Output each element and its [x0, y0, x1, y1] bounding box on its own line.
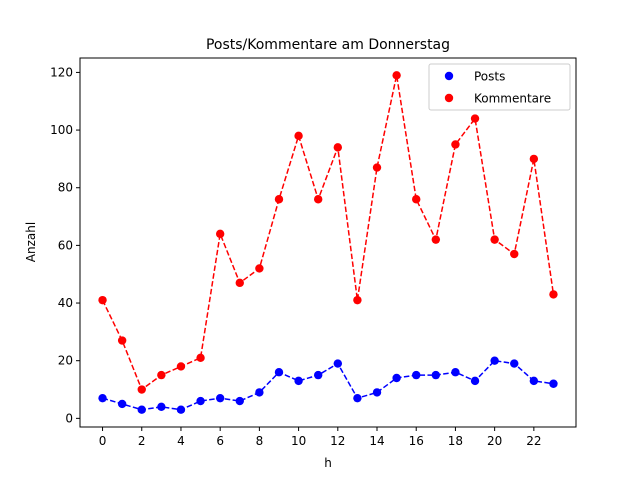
data-point-kommentare — [333, 143, 343, 152]
data-point-posts — [353, 393, 362, 403]
y-tick-label: 60 — [58, 238, 73, 252]
x-tick-label: 18 — [448, 434, 463, 448]
data-point-posts — [412, 370, 421, 380]
x-tick-label: 6 — [216, 434, 224, 448]
x-tick-label: 4 — [177, 434, 185, 448]
data-point-kommentare — [451, 140, 460, 149]
x-axis: 0 2 4 6 8 10 12 14 16 18 20 22 — [99, 427, 541, 448]
series-kommentare — [98, 71, 558, 394]
data-point-kommentare — [313, 195, 323, 204]
legend-box — [428, 63, 571, 111]
series-line-kommentare — [101, 75, 555, 391]
data-point-posts — [372, 388, 382, 397]
data-point-kommentare — [294, 131, 303, 141]
data-point-kommentare — [117, 336, 127, 345]
y-tick-label: 0 — [65, 411, 73, 425]
data-point-kommentare — [353, 295, 362, 305]
data-point-kommentare — [137, 385, 146, 394]
legend-marker-kommentare — [444, 93, 454, 103]
data-point-posts — [235, 396, 244, 406]
legend-label-kommentare: Kommentare — [474, 92, 551, 106]
data-point-posts — [549, 379, 558, 388]
data-point-posts — [157, 402, 166, 412]
x-tick-label: 2 — [138, 434, 146, 448]
data-point-kommentare — [529, 154, 539, 164]
y-tick-label: 120 — [50, 65, 73, 79]
plot-area — [79, 57, 577, 428]
x-axis-label: h — [324, 456, 332, 470]
y-tick-label: 20 — [58, 354, 73, 368]
data-point-kommentare — [215, 229, 225, 239]
data-point-posts — [196, 396, 205, 406]
legend-label-posts: Posts — [474, 70, 505, 84]
x-tick-label: 20 — [487, 434, 502, 448]
data-point-posts — [294, 376, 303, 386]
axes-frame — [79, 57, 577, 428]
data-point-posts — [490, 356, 499, 365]
x-tick-label: 16 — [409, 434, 424, 448]
data-point-kommentare — [196, 353, 205, 363]
data-point-kommentare — [549, 290, 558, 299]
y-tick-label: 100 — [50, 123, 73, 137]
series-posts — [98, 356, 558, 414]
data-point-posts — [392, 373, 401, 383]
data-point-posts — [215, 393, 225, 403]
x-tick-label: 12 — [330, 434, 345, 448]
data-point-posts — [451, 368, 460, 377]
data-point-posts — [313, 370, 323, 380]
y-tick-label: 80 — [58, 181, 73, 195]
x-tick-label: 10 — [291, 434, 306, 448]
data-point-kommentare — [470, 114, 480, 123]
data-point-posts — [274, 368, 284, 377]
data-point-kommentare — [372, 163, 382, 172]
y-axis-label: Anzahl — [24, 222, 38, 262]
data-point-posts — [117, 399, 127, 409]
y-tick-label: 40 — [58, 296, 73, 310]
chart-title: Posts/Kommentare am Donnerstag — [206, 37, 450, 53]
data-point-kommentare — [255, 264, 264, 273]
series-layer — [98, 71, 558, 414]
data-point-kommentare — [392, 71, 401, 80]
data-point-kommentare — [274, 195, 284, 204]
data-point-kommentare — [431, 235, 441, 244]
y-axis: 0 20 40 60 80 100 120 — [50, 65, 80, 425]
data-point-posts — [333, 359, 343, 368]
data-point-posts — [176, 405, 186, 414]
data-point-kommentare — [412, 195, 421, 204]
x-tick-label: 22 — [526, 434, 541, 448]
data-point-kommentare — [235, 278, 244, 288]
data-point-posts — [137, 405, 146, 414]
data-point-kommentare — [510, 249, 519, 259]
legend: Posts Kommentare — [428, 63, 571, 111]
data-point-kommentare — [176, 362, 186, 371]
x-tick-label: 8 — [256, 434, 264, 448]
data-point-posts — [98, 393, 107, 403]
data-point-posts — [510, 359, 519, 368]
data-point-posts — [431, 370, 441, 380]
x-tick-label: 0 — [99, 434, 107, 448]
data-point-kommentare — [157, 370, 166, 380]
data-point-kommentare — [98, 295, 107, 305]
legend-marker-posts — [444, 71, 454, 81]
data-point-kommentare — [490, 235, 499, 244]
data-point-posts — [529, 376, 539, 386]
x-tick-label: 14 — [369, 434, 384, 448]
data-point-posts — [255, 388, 264, 397]
data-point-posts — [470, 376, 480, 386]
